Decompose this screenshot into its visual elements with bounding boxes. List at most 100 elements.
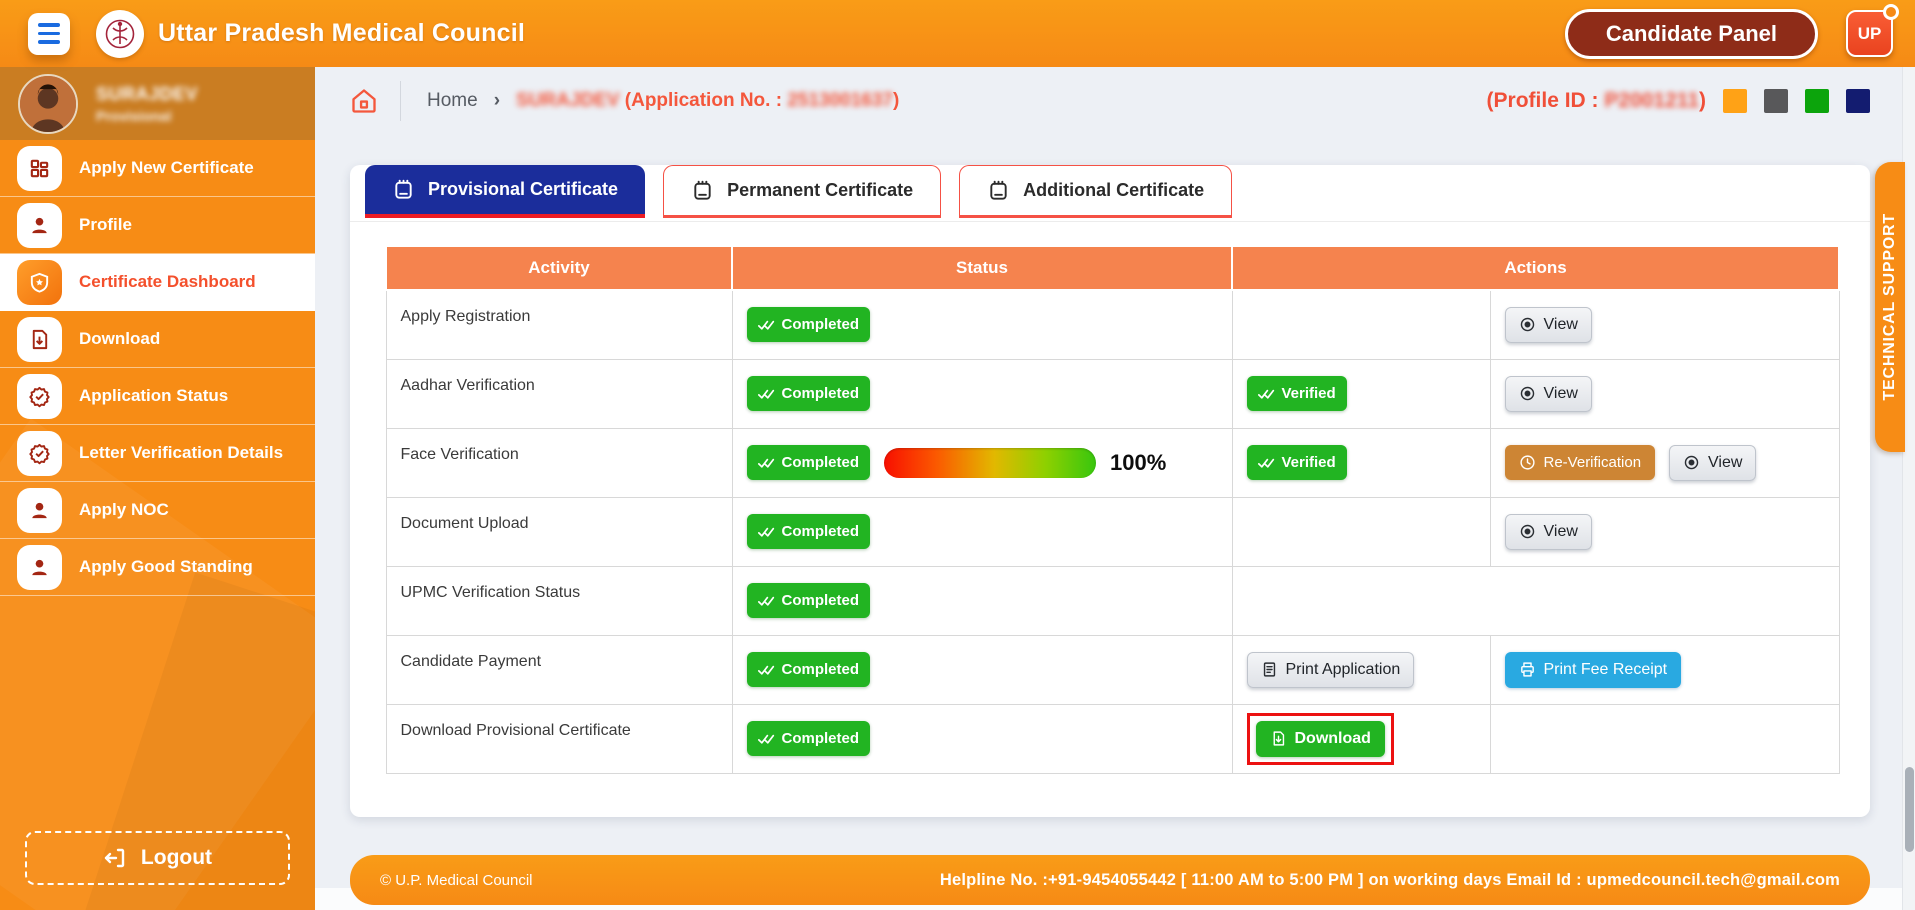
double-check-icon xyxy=(757,594,775,608)
badge-label: Completed xyxy=(781,385,860,402)
sidebar-item-apply-noc[interactable]: Apply NOC xyxy=(0,482,315,539)
print-app-button[interactable]: Print Application xyxy=(1246,651,1415,688)
color-swatch-4[interactable] xyxy=(1846,89,1870,113)
col-header-actions: Actions xyxy=(1231,247,1840,291)
activity-cell: Document Upload xyxy=(385,496,733,567)
status-badge-completed: Completed xyxy=(746,307,871,343)
actions-cell xyxy=(1231,565,1840,636)
breadcrumb-current: SURAJDEV (Application No. : 2513001637) xyxy=(516,90,900,111)
badgeCheck-icon xyxy=(17,430,62,476)
sidebar-item-apply-good-standing[interactable]: Apply Good Standing xyxy=(0,539,315,596)
downloadDoc-icon xyxy=(17,316,62,362)
table-header-row: Activity Status Actions xyxy=(385,247,1840,291)
highlight-annotation: Download xyxy=(1246,712,1394,765)
actions-cell-right: View xyxy=(1489,289,1840,360)
color-swatch-1[interactable] xyxy=(1723,89,1747,113)
breadcrumb-home-link[interactable]: Home xyxy=(427,90,478,111)
notification-dot xyxy=(1883,4,1899,20)
badge-label: Completed xyxy=(781,661,860,678)
eye-icon xyxy=(1519,316,1536,333)
sidebar-item-download[interactable]: Download xyxy=(0,311,315,368)
badge-label: Verified xyxy=(1281,454,1336,471)
reverify-button[interactable]: Re-Verification xyxy=(1504,445,1656,480)
sidebar-item-application-status[interactable]: Application Status xyxy=(0,368,315,425)
council-logo xyxy=(96,9,144,58)
breadcrumb: Home › SURAJDEV (Application No. : 25130… xyxy=(350,78,1870,124)
sidebar-item-certificate-dashboard[interactable]: Certificate Dashboard xyxy=(0,254,315,311)
status-badge-completed: Completed xyxy=(746,583,871,618)
view-button[interactable]: View xyxy=(1504,375,1592,412)
status-badge-completed: Completed xyxy=(746,514,871,549)
theme-swatches xyxy=(1723,89,1870,113)
table-row: UPMC Verification Status Completed xyxy=(385,565,1840,636)
actions-cell-left xyxy=(1231,496,1491,567)
badge-label: Completed xyxy=(781,523,860,540)
badge-label: Completed xyxy=(781,316,860,334)
button-label: View xyxy=(1543,384,1578,402)
sidebar-item-apply-new-certificate[interactable]: Apply New Certificate xyxy=(0,140,315,197)
button-label: Download xyxy=(1294,729,1371,747)
status-badge-completed: Completed xyxy=(746,376,871,411)
actions-cell-left: Verified xyxy=(1231,427,1491,498)
status-cell: Completed xyxy=(731,703,1233,774)
person-icon xyxy=(17,487,62,533)
sidebar-menu: Apply New Certificate Profile Certificate … xyxy=(0,140,315,596)
sidebar-item-label: Apply NOC xyxy=(79,500,169,519)
double-check-icon xyxy=(757,732,775,746)
actions-cell-left xyxy=(1231,289,1491,360)
profile-id-value: P2001211 xyxy=(1604,89,1699,112)
sidebar: SURAJDEV Provisional Apply New Certifica… xyxy=(0,67,315,910)
col-header-activity: Activity xyxy=(385,247,733,291)
button-label: Re-Verification xyxy=(1543,454,1642,471)
view-button[interactable]: View xyxy=(1669,444,1757,481)
logout-icon xyxy=(103,846,127,870)
doc-icon xyxy=(1261,661,1278,678)
tab-additional-certificate[interactable]: Additional Certificate xyxy=(959,165,1233,218)
technical-support-tab[interactable]: TECHNICAL SUPPORT xyxy=(1875,162,1905,452)
logout-button[interactable]: Logout xyxy=(25,831,290,885)
color-swatch-2[interactable] xyxy=(1764,89,1788,113)
status-badge-completed: Completed xyxy=(746,652,871,687)
download-button[interactable]: Download xyxy=(1255,720,1385,757)
progress-value: 100% xyxy=(1110,449,1167,475)
badge-label: Completed xyxy=(781,730,860,747)
footer-helpline: Helpline No. :+91-9454055442 [ 11:00 AM … xyxy=(939,870,1840,889)
actions-cell-left: Verified xyxy=(1231,358,1491,429)
color-swatch-3[interactable] xyxy=(1805,89,1829,113)
grid-icon xyxy=(17,145,62,191)
activity-cell: Download Provisional Certificate xyxy=(385,703,733,774)
profile-id-group: (Profile ID : P2001211) xyxy=(1487,89,1870,113)
shield-icon xyxy=(17,259,62,305)
badge-label: Verified xyxy=(1281,385,1336,402)
scrollbar-track[interactable] xyxy=(1902,67,1915,910)
candidate-panel-button[interactable]: Candidate Panel xyxy=(1564,8,1818,59)
view-button[interactable]: View xyxy=(1504,513,1592,550)
sidebar-item-label: Application Status xyxy=(79,386,229,405)
sidebar-item-letter-verification-details[interactable]: Letter Verification Details xyxy=(0,425,315,482)
activity-cell: Aadhar Verification xyxy=(385,358,733,429)
up-badge[interactable]: UP xyxy=(1846,4,1899,57)
tab-label: Additional Certificate xyxy=(1023,180,1205,200)
eye-icon xyxy=(1519,523,1536,540)
profile-id-text: (Profile ID : P2001211) xyxy=(1486,89,1706,112)
hamburger-menu-icon[interactable] xyxy=(28,12,70,55)
up-badge-label: UP xyxy=(1857,23,1882,43)
scrollbar-thumb[interactable] xyxy=(1905,767,1914,852)
status-cell: Completed xyxy=(731,358,1233,429)
view-button[interactable]: View xyxy=(1504,306,1592,343)
sidebar-user-card: SURAJDEV Provisional xyxy=(0,67,315,140)
app-title: Uttar Pradesh Medical Council xyxy=(158,19,525,47)
logout-label: Logout xyxy=(140,846,213,869)
sidebar-item-profile[interactable]: Profile xyxy=(0,197,315,254)
certificate-icon xyxy=(987,179,1010,202)
progress-bar xyxy=(884,447,1097,478)
tab-permanent-certificate[interactable]: Permanent Certificate xyxy=(663,165,942,218)
print-fee-button[interactable]: Print Fee Receipt xyxy=(1504,651,1682,688)
status-cell: Completed xyxy=(731,565,1233,636)
tab-provisional-certificate[interactable]: Provisional Certificate xyxy=(365,165,646,218)
activity-cell: Apply Registration xyxy=(385,289,733,360)
content-card: Provisional Certificate Permanent Certifi… xyxy=(350,165,1870,817)
home-icon[interactable] xyxy=(350,87,378,115)
badgeCheck-icon xyxy=(17,373,62,419)
status-badge-completed: Completed xyxy=(746,721,871,756)
